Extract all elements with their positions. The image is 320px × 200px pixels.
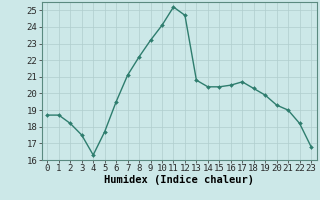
X-axis label: Humidex (Indice chaleur): Humidex (Indice chaleur) — [104, 175, 254, 185]
